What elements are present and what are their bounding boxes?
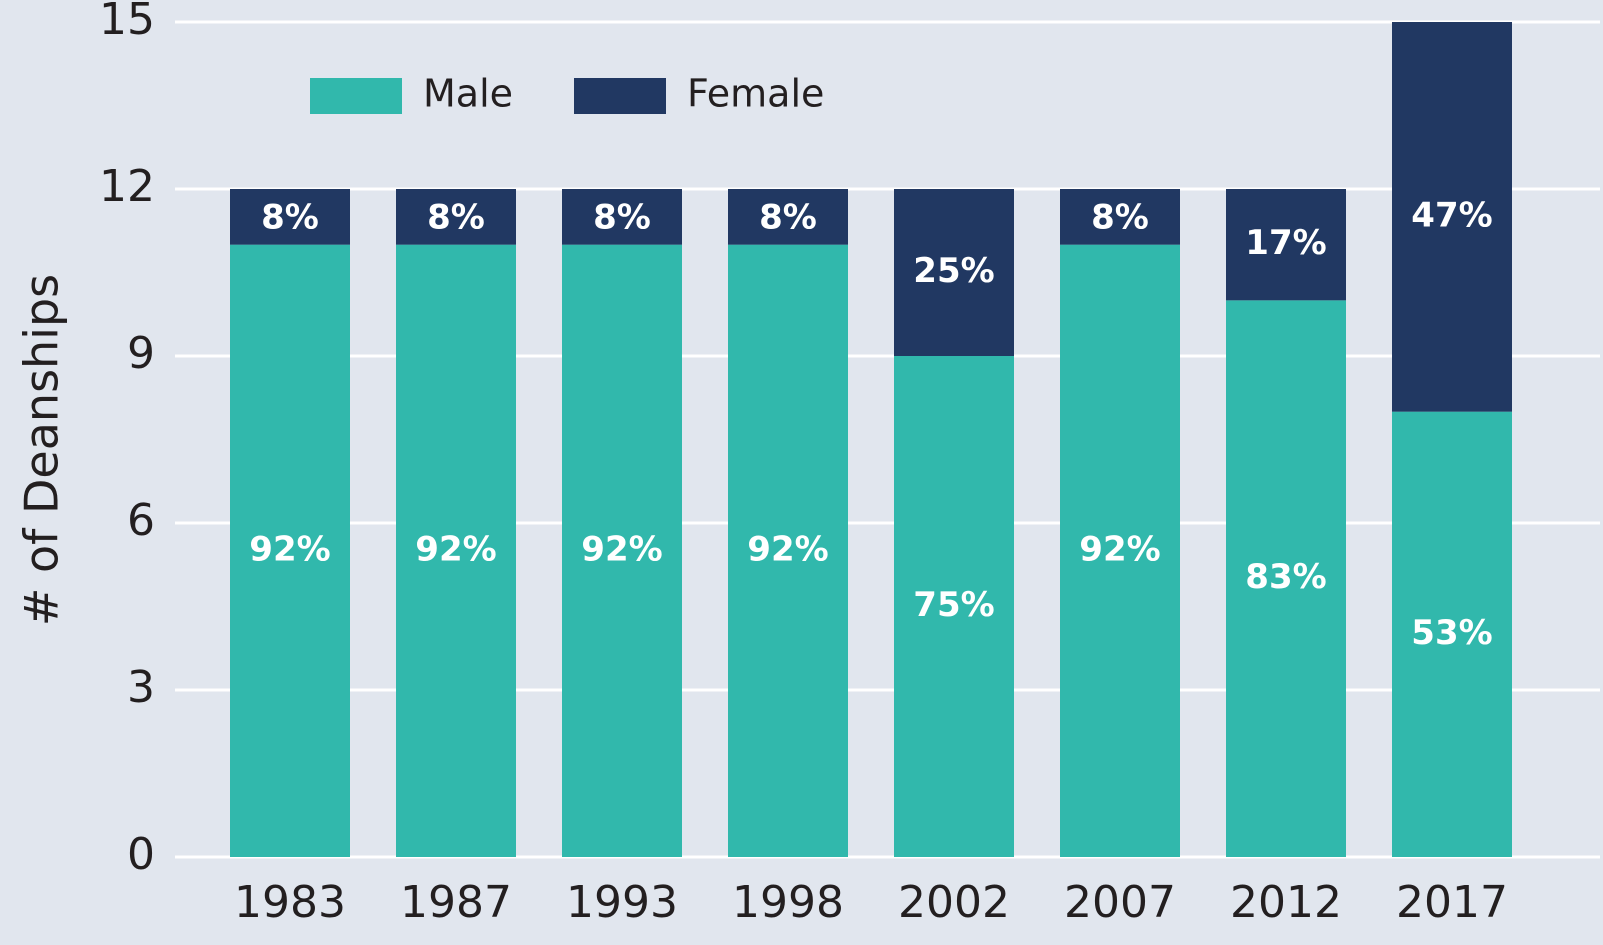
bar-segment	[396, 244, 516, 857]
legend-label: Female	[687, 72, 824, 116]
data-label: 75%	[913, 585, 994, 625]
bar-segment	[396, 189, 516, 245]
data-label: 47%	[1411, 195, 1492, 235]
data-label: 8%	[593, 197, 651, 237]
bar-segment	[1060, 244, 1180, 857]
data-label: 53%	[1411, 613, 1492, 653]
bar-segment	[1226, 300, 1346, 857]
legend-swatch	[574, 78, 666, 114]
y-tick-label: 15	[99, 0, 155, 45]
data-label: 92%	[747, 529, 828, 569]
y-tick-label: 3	[127, 662, 155, 713]
bar-segment	[1060, 189, 1180, 245]
data-label: 83%	[1245, 557, 1326, 597]
bar-segment	[894, 189, 1014, 356]
data-label: 92%	[415, 529, 496, 569]
data-label: 8%	[759, 197, 817, 237]
bar-segment	[894, 356, 1014, 857]
y-tick-label: 12	[99, 161, 155, 212]
bar-segment	[230, 189, 350, 245]
legend-swatch	[310, 78, 402, 114]
data-label: 8%	[261, 197, 319, 237]
bar-segment	[1226, 189, 1346, 301]
bar-segment	[562, 244, 682, 857]
x-tick-label: 2007	[1064, 877, 1176, 928]
data-label: 8%	[1091, 197, 1149, 237]
data-label: 25%	[913, 251, 994, 291]
bar-segment	[1392, 411, 1512, 857]
legend-label: Male	[423, 72, 513, 116]
x-tick-label: 1983	[234, 877, 346, 928]
x-tick-label: 2012	[1230, 877, 1342, 928]
data-label: 92%	[1079, 529, 1160, 569]
x-tick-label: 1987	[400, 877, 512, 928]
x-tick-label: 1993	[566, 877, 678, 928]
bar-segment	[728, 189, 848, 245]
data-label: 92%	[249, 529, 330, 569]
x-tick-label: 2002	[898, 877, 1010, 928]
y-tick-label: 9	[127, 328, 155, 379]
bar-segment	[1392, 22, 1512, 412]
y-tick-label: 0	[127, 829, 155, 880]
bar-segment	[562, 189, 682, 245]
y-axis-label: # of Deanships	[15, 274, 69, 626]
data-label: 17%	[1245, 223, 1326, 263]
y-tick-label: 6	[127, 495, 155, 546]
x-tick-label: 1998	[732, 877, 844, 928]
bar-segment	[728, 244, 848, 857]
bar-segment	[230, 244, 350, 857]
data-label: 92%	[581, 529, 662, 569]
data-label: 8%	[427, 197, 485, 237]
x-tick-label: 2017	[1396, 877, 1508, 928]
